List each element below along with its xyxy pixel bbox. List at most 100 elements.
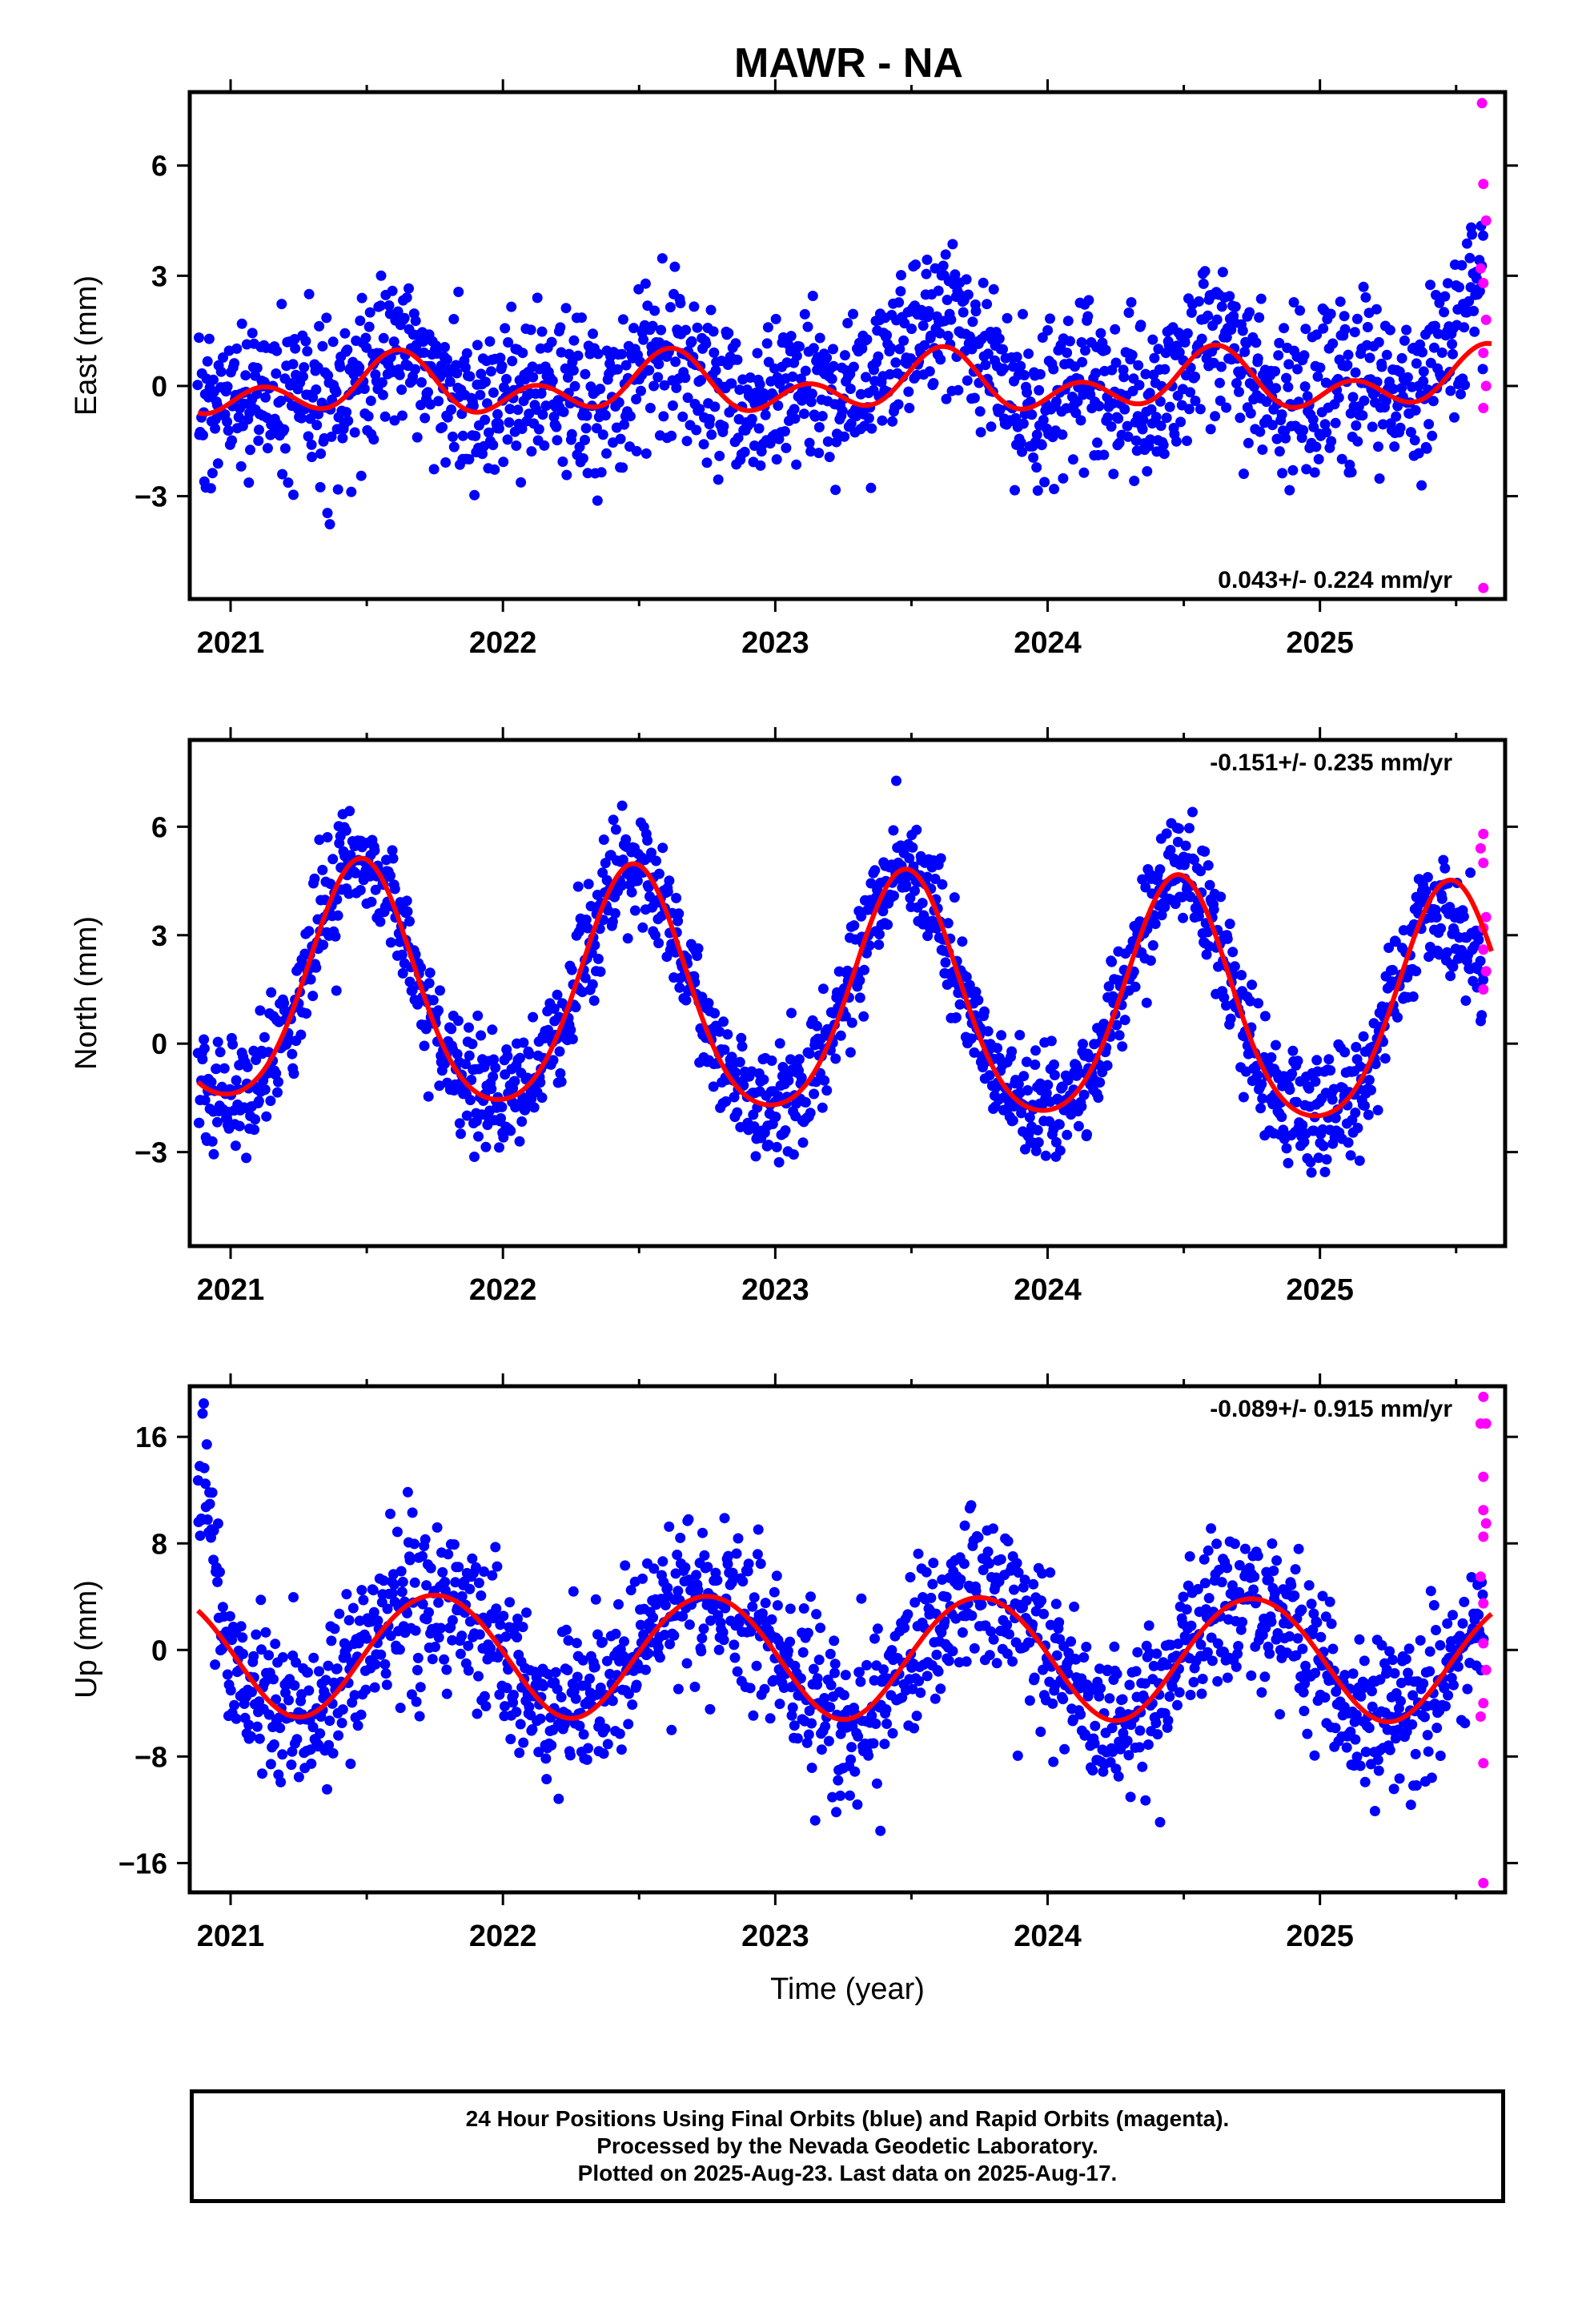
- up-data-point: [673, 1683, 684, 1695]
- east-data-point: [1325, 308, 1336, 320]
- up-data-point: [578, 1729, 589, 1740]
- east-data-point: [905, 353, 917, 364]
- east-data-point: [961, 274, 972, 285]
- north-data-point: [1098, 1019, 1110, 1029]
- east-data-point: [998, 363, 1010, 374]
- east-data-point: [1190, 372, 1201, 382]
- up-data-point: [829, 1659, 841, 1670]
- up-data-point: [802, 1627, 813, 1638]
- east-data-point: [670, 356, 681, 368]
- up-data-point: [1442, 1618, 1453, 1629]
- up-data-point: [966, 1610, 978, 1621]
- up-data-point: [238, 1648, 248, 1659]
- north-data-point: [387, 845, 398, 856]
- north-rapid-point: [1478, 944, 1489, 955]
- east-data-point: [828, 360, 839, 372]
- east-data-point: [437, 422, 448, 432]
- up-data-point: [1094, 1691, 1105, 1702]
- north-data-point: [572, 881, 584, 892]
- north-data-point: [253, 1096, 264, 1107]
- east-data-point: [231, 343, 243, 354]
- east-data-point: [1131, 445, 1142, 456]
- north-data-point: [1208, 904, 1219, 915]
- east-data-point: [457, 430, 468, 441]
- up-data-point: [684, 1619, 695, 1630]
- east-data-point: [1241, 338, 1252, 349]
- up-data-point: [552, 1683, 563, 1695]
- east-data-point: [705, 304, 717, 316]
- north-data-point: [1305, 1156, 1316, 1168]
- east-data-point: [537, 409, 548, 420]
- up-data-point: [614, 1728, 625, 1739]
- east-data-point: [1418, 366, 1429, 377]
- east-data-point: [619, 419, 630, 430]
- up-data-point: [440, 1577, 451, 1587]
- up-data-point: [487, 1570, 498, 1581]
- east-data-point: [1427, 430, 1438, 441]
- north-rate-label: -0.151+/- 0.235 mm/yr: [1210, 750, 1452, 776]
- up-data-point: [360, 1684, 371, 1695]
- up-data-point: [553, 1793, 564, 1804]
- up-data-point: [1233, 1641, 1244, 1651]
- up-data-point: [1081, 1642, 1092, 1652]
- up-data-point: [806, 1718, 817, 1729]
- north-data-point: [1071, 1062, 1082, 1073]
- east-data-point: [464, 454, 475, 464]
- up-rapid-point: [1478, 1391, 1489, 1402]
- up-data-point: [1011, 1558, 1022, 1569]
- up-data-point: [1367, 1686, 1377, 1697]
- up-data-point: [1239, 1543, 1251, 1554]
- north-data-point: [476, 1030, 487, 1041]
- up-data-point: [270, 1638, 281, 1650]
- up-data-point: [1199, 1578, 1211, 1589]
- east-data-point: [1349, 327, 1360, 338]
- north-data-point: [609, 908, 620, 919]
- up-data-point: [1424, 1666, 1435, 1677]
- east-data-point: [1078, 467, 1090, 478]
- east-data-point: [1114, 437, 1125, 448]
- up-data-point: [500, 1631, 512, 1642]
- up-data-point: [829, 1635, 840, 1647]
- east-data-point: [962, 289, 974, 300]
- up-data-point: [619, 1636, 629, 1647]
- up-data-point: [323, 1739, 335, 1751]
- east-data-point: [597, 429, 608, 440]
- up-data-point: [1139, 1678, 1150, 1689]
- up-data-point: [785, 1603, 796, 1614]
- up-data-point: [391, 1526, 403, 1538]
- east-data-point: [564, 348, 575, 360]
- north-data-point: [227, 1039, 239, 1050]
- north-data-point: [317, 864, 328, 875]
- up-data-point: [1477, 1589, 1488, 1600]
- north-data-point: [1434, 949, 1445, 960]
- east-data-point: [826, 373, 837, 384]
- north-data-point: [424, 967, 436, 979]
- up-data-point: [748, 1710, 759, 1721]
- east-data-point: [930, 263, 941, 274]
- east-data-point: [1075, 415, 1086, 426]
- east-data-point: [617, 462, 628, 473]
- up-data-point: [648, 1563, 660, 1574]
- up-data-point: [308, 1652, 319, 1663]
- up-data-point: [809, 1815, 821, 1826]
- east-data-point: [582, 468, 593, 479]
- up-data-point: [648, 1612, 659, 1623]
- east-data-point: [1108, 468, 1119, 480]
- north-data-point: [961, 971, 972, 983]
- east-data-point: [1031, 462, 1042, 473]
- east-data-point: [804, 437, 815, 448]
- east-data-point: [1319, 419, 1331, 430]
- up-data-point: [1090, 1720, 1101, 1731]
- up-data-point: [1439, 1681, 1450, 1692]
- up-data-point: [669, 1630, 680, 1641]
- north-data-point: [355, 885, 366, 895]
- north-data-point: [1299, 1136, 1310, 1148]
- north-data-point: [1411, 966, 1422, 977]
- up-data-point: [1029, 1672, 1040, 1683]
- up-final-points: [192, 1398, 1489, 1836]
- north-rapid-point: [1478, 828, 1489, 839]
- up-data-point: [966, 1500, 977, 1511]
- east-data-point: [525, 324, 536, 336]
- up-data-point: [1435, 1751, 1446, 1761]
